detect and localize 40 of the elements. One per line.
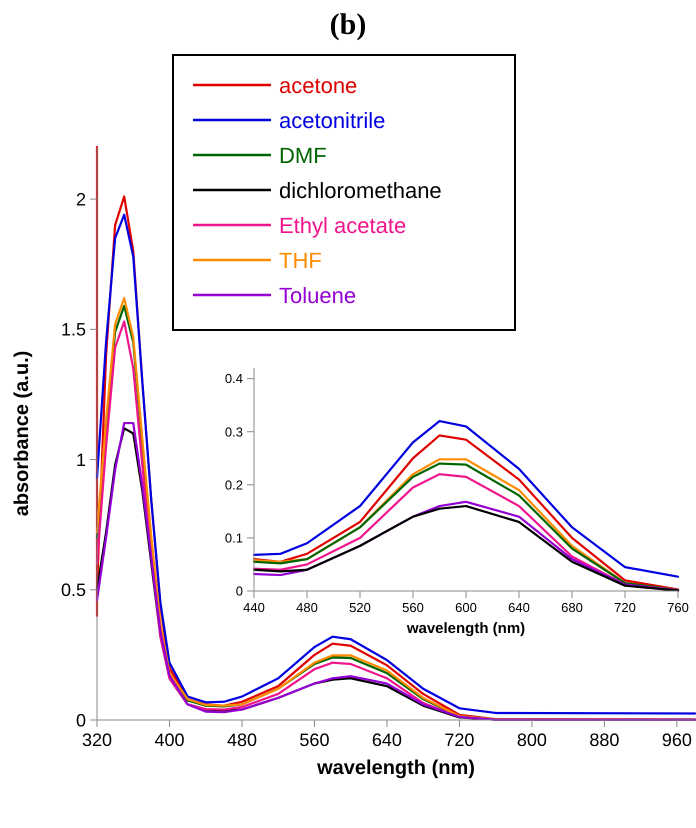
x-tick-label: 440 bbox=[243, 600, 265, 615]
y-axis-title: absorbance (a.u.) bbox=[11, 350, 33, 516]
y-tick-label: 2 bbox=[76, 189, 86, 210]
y-tick-label: 1 bbox=[76, 450, 86, 470]
x-tick-label: 880 bbox=[589, 730, 620, 750]
x-tick-label: 800 bbox=[516, 730, 547, 750]
line-series bbox=[252, 420, 680, 578]
x-tick-label: 320 bbox=[82, 730, 112, 750]
x-tick-label: 960 bbox=[662, 730, 692, 750]
x-tick-label: 640 bbox=[372, 730, 402, 750]
legend-label: dichloromethane bbox=[279, 178, 442, 203]
x-tick-label: 520 bbox=[349, 600, 371, 615]
x-axis-title: wavelength (nm) bbox=[406, 620, 526, 637]
x-tick-label: 560 bbox=[299, 730, 330, 750]
x-tick-label: 720 bbox=[444, 730, 474, 750]
y-tick-label: 0.3 bbox=[224, 424, 243, 440]
x-tick-label: 400 bbox=[154, 730, 185, 750]
y-tick-label: 0 bbox=[236, 584, 243, 599]
legend-label: DMF bbox=[279, 143, 327, 168]
legend-label: Ethyl acetate bbox=[279, 213, 406, 238]
x-axis-title: wavelength (nm) bbox=[316, 757, 475, 779]
y-tick-label: 0.4 bbox=[224, 371, 243, 386]
x-tick-label: 480 bbox=[296, 600, 318, 615]
y-tick-label: 0.2 bbox=[224, 477, 243, 492]
y-tick-label: 0.1 bbox=[224, 530, 243, 546]
legend-label: Toluene bbox=[279, 283, 356, 308]
legend-label: acetone bbox=[279, 73, 358, 98]
legend-label: acetonitrile bbox=[279, 108, 386, 133]
x-tick-label: 680 bbox=[561, 600, 583, 615]
x-tick-label: 760 bbox=[667, 600, 689, 615]
x-tick-label: 480 bbox=[226, 730, 257, 750]
legend-label: THF bbox=[279, 248, 322, 273]
x-tick-label: 560 bbox=[402, 600, 424, 615]
x-tick-label: 640 bbox=[508, 600, 530, 615]
y-tick-label: 0.5 bbox=[60, 580, 86, 600]
x-tick-label: 600 bbox=[455, 600, 477, 615]
chart-title: (b) bbox=[330, 8, 366, 41]
x-tick-label: 720 bbox=[614, 600, 636, 615]
y-tick-label: 1.5 bbox=[60, 320, 86, 340]
y-tick-label: 0 bbox=[76, 710, 86, 730]
